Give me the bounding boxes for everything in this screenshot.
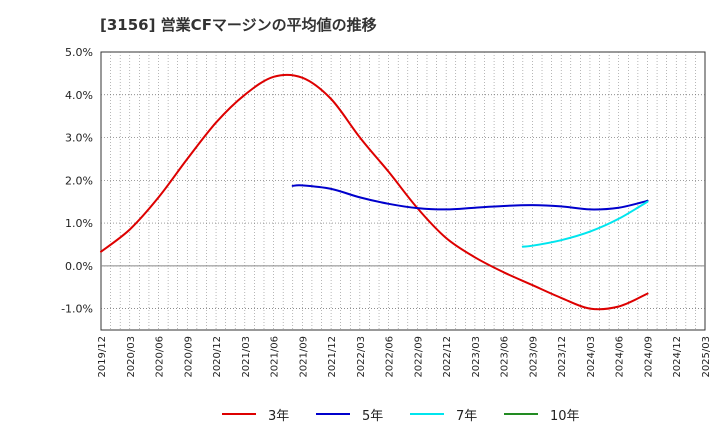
- x-tick-label: 2020/06: [155, 336, 166, 378]
- legend-swatch: [410, 413, 444, 415]
- x-tick-label: 2021/06: [270, 336, 281, 378]
- legend-swatch: [504, 413, 538, 415]
- x-tick-label: 2022/03: [356, 336, 367, 378]
- legend-swatch: [316, 413, 350, 415]
- x-tick-label: 2020/09: [183, 336, 194, 378]
- x-tick-label: 2023/09: [528, 336, 539, 378]
- series-line-2: [291, 184, 649, 211]
- x-tick-label: 2020/12: [212, 336, 223, 378]
- legend-label: 3年: [268, 408, 290, 424]
- x-tick-label: 2024/09: [643, 336, 654, 378]
- x-tick-label: 2024/12: [672, 336, 683, 378]
- y-tick-label: 4.0%: [65, 89, 93, 102]
- x-tick-label: 2020/03: [126, 336, 137, 378]
- x-tick-label: 2019/12: [97, 336, 108, 378]
- series-layer: [100, 73, 649, 311]
- y-tick-label: 5.0%: [65, 46, 93, 59]
- x-tick-label: 2022/06: [385, 336, 396, 378]
- y-tick-label: 2.0%: [65, 174, 93, 187]
- legend: 3年 5年 7年 10年: [0, 402, 720, 426]
- chart-title: [3156] 営業CFマージンの平均値の推移: [100, 16, 377, 34]
- x-tick-label: 2022/12: [442, 336, 453, 378]
- legend-label: 7年: [456, 408, 478, 424]
- legend-item: 3年: [222, 402, 289, 426]
- y-tick-label: 0.0%: [65, 260, 93, 273]
- x-tick-label: 2024/03: [586, 336, 597, 378]
- legend-label: 5年: [362, 408, 384, 424]
- x-tick-label: 2025/03: [701, 336, 712, 378]
- x-tick-label: 2023/06: [500, 336, 511, 378]
- x-tick-label: 2024/06: [615, 336, 626, 378]
- x-tick-label: 2022/09: [413, 336, 424, 378]
- legend-label: 10年: [550, 408, 580, 424]
- axis-layer: 5.0% 4.0% 3.0% 2.0% 1.0% 0.0% -1.0% 2019/12 2020…: [61, 46, 712, 378]
- series-line-1: [100, 73, 649, 311]
- legend-item: 10年: [504, 402, 580, 426]
- y-tick-label: -1.0%: [61, 303, 93, 316]
- x-tick-label: 2021/09: [298, 336, 309, 378]
- x-tick-label: 2023/12: [557, 336, 568, 378]
- x-tick-label: 2021/12: [327, 336, 338, 378]
- legend-item: 7年: [410, 402, 477, 426]
- legend-item: 5年: [316, 402, 383, 426]
- series-line-3: [521, 200, 649, 248]
- x-tick-label: 2023/03: [471, 336, 482, 378]
- y-tick-label: 1.0%: [65, 217, 93, 230]
- y-tick-label: 3.0%: [65, 132, 93, 145]
- legend-swatch: [222, 413, 256, 415]
- x-tick-label: 2021/03: [241, 336, 252, 378]
